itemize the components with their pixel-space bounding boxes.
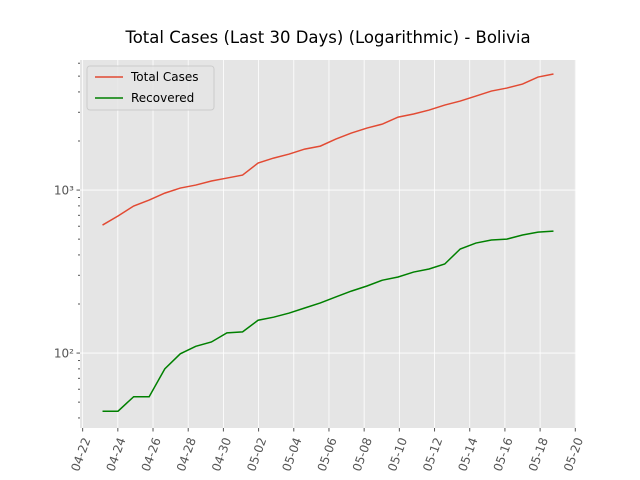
x-tick-label: 05-16 (491, 436, 516, 474)
x-tick-label: 05-04 (279, 436, 304, 474)
x-tick-label: 04-22 (68, 436, 93, 474)
x-tick-label: 05-12 (420, 436, 445, 474)
x-tick-label: 04-28 (174, 436, 199, 474)
x-tick-label: 05-08 (350, 436, 375, 474)
x-tick-label: 04-30 (209, 436, 234, 474)
x-tick-label: 04-24 (104, 436, 129, 474)
x-tick-label: 05-18 (526, 436, 551, 474)
legend-label: Recovered (131, 91, 194, 105)
x-tick-label: 05-14 (455, 436, 480, 474)
x-tick-label: 05-02 (244, 436, 269, 474)
line (102, 230, 554, 412)
x-tick-label: 04-26 (139, 436, 164, 474)
chart-title: Total Cases (Last 30 Days) (Logarithmic)… (124, 28, 530, 47)
x-tick-label: 05-10 (385, 436, 410, 474)
y-tick-label: 10² (54, 346, 74, 360)
x-tick-label: 05-06 (315, 436, 340, 474)
legend-label: Total Cases (130, 70, 198, 84)
plot-background (80, 60, 576, 428)
y-tick-label: 10³ (54, 183, 74, 197)
line (102, 73, 554, 226)
x-tick-label: 05-20 (561, 436, 586, 474)
